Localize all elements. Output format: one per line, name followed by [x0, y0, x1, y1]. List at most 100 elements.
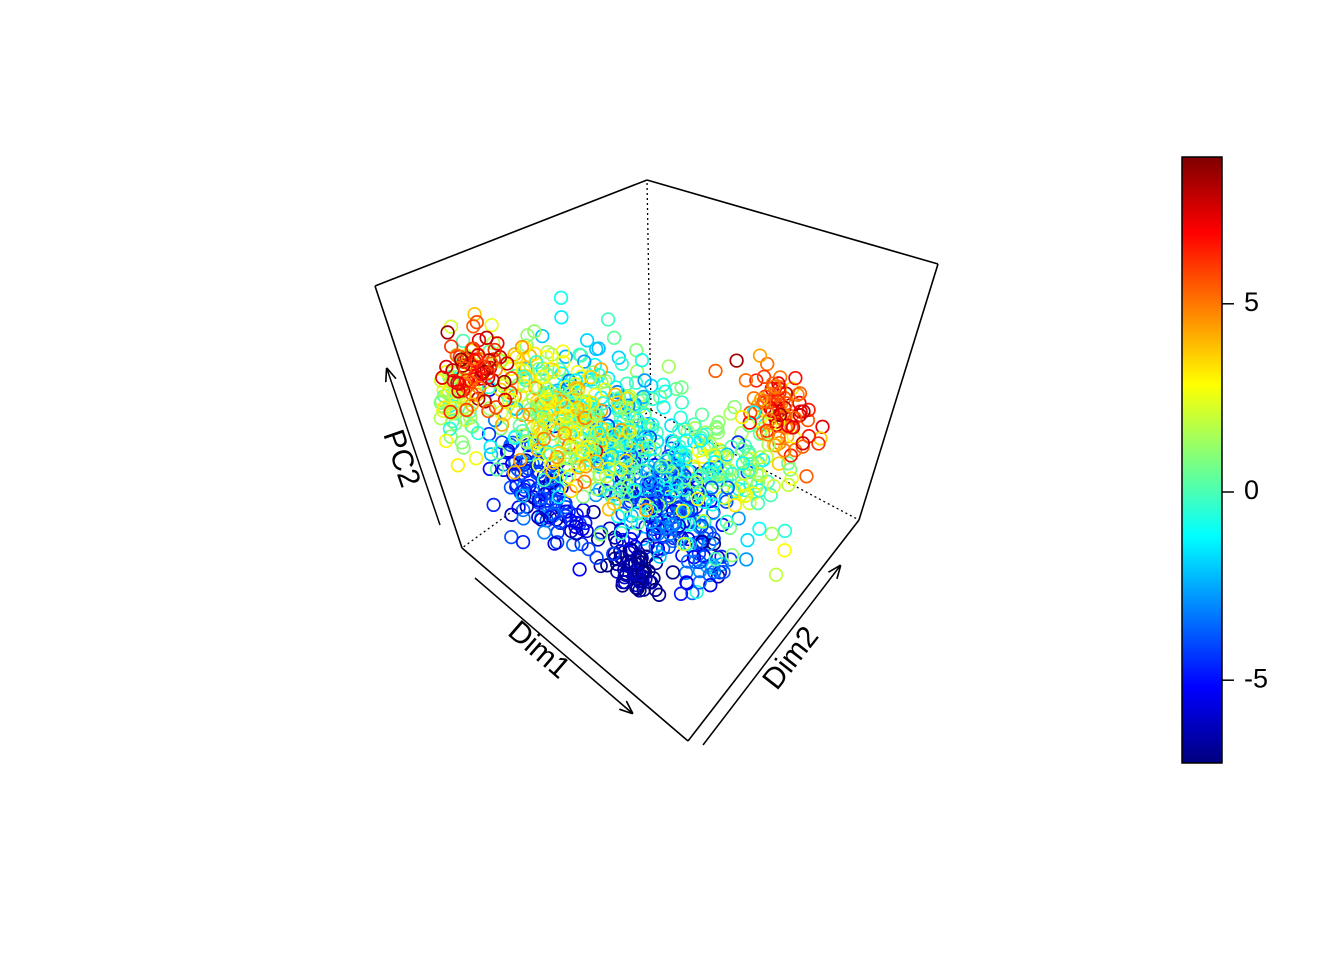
- data-point: [735, 456, 751, 471]
- data-point: [522, 474, 538, 489]
- data-point: [781, 477, 796, 493]
- data-point: [688, 475, 704, 490]
- data-point: [672, 423, 687, 438]
- data-point: [490, 336, 505, 351]
- data-point: [632, 583, 647, 598]
- color-bar-tick-label: -5: [1244, 663, 1268, 693]
- data-point: [593, 527, 608, 542]
- data-point: [674, 395, 690, 410]
- data-point: [815, 419, 830, 434]
- box-edge: [461, 547, 689, 742]
- data-point: [568, 381, 583, 396]
- data-point: [577, 474, 592, 489]
- color-bar-ticks: -5 0 5: [1222, 287, 1268, 693]
- data-point: [438, 433, 454, 449]
- box-edge: [858, 263, 939, 521]
- data-point: [593, 558, 608, 574]
- data-point: [618, 567, 633, 582]
- data-point: [637, 373, 652, 388]
- data-point: [459, 402, 474, 418]
- data-point: [705, 448, 721, 463]
- data-point: [635, 440, 650, 455]
- data-point: [742, 496, 757, 511]
- data-point: [652, 389, 668, 405]
- data-point: [762, 394, 777, 410]
- data-point: [673, 445, 688, 461]
- data-point: [811, 436, 826, 451]
- data-point: [768, 438, 783, 453]
- data-point: [781, 456, 796, 471]
- data-point: [716, 564, 731, 580]
- x-axis-arrow: [474, 577, 632, 713]
- data-point: [531, 458, 547, 473]
- data-point: [435, 370, 450, 385]
- data-point: [680, 464, 695, 479]
- data-point: [628, 410, 643, 425]
- data-point: [531, 510, 546, 525]
- data-point: [760, 356, 775, 372]
- data-point: [554, 310, 569, 325]
- data-point: [737, 488, 753, 504]
- data-point: [763, 488, 778, 503]
- data-point: [433, 411, 448, 426]
- data-point: [651, 587, 667, 602]
- data-point: [651, 519, 666, 535]
- data-point: [615, 532, 630, 548]
- data-point: [578, 459, 593, 474]
- data-point: [761, 437, 776, 452]
- data-point: [489, 462, 505, 477]
- data-point: [455, 333, 471, 349]
- data-point: [643, 514, 659, 530]
- data-point: [469, 315, 484, 330]
- data-point: [766, 478, 781, 494]
- data-point: [749, 373, 764, 388]
- data-point: [516, 378, 532, 394]
- data-point: [681, 517, 697, 532]
- data-point: [694, 407, 710, 422]
- data-point: [539, 367, 554, 382]
- data-point: [641, 505, 656, 520]
- data-point: [753, 450, 768, 465]
- data-point: [613, 522, 629, 537]
- y-axis-label: Dim2: [756, 620, 825, 695]
- data-point: [606, 330, 622, 345]
- data-point: [567, 391, 582, 406]
- box-edge-hidden: [646, 179, 652, 411]
- data-point: [729, 353, 744, 368]
- data-point: [558, 500, 574, 515]
- z-axis-arrow: [387, 369, 441, 526]
- data-point: [527, 346, 542, 361]
- data-point: [727, 498, 743, 513]
- data-point: [476, 359, 491, 374]
- data-point: [470, 425, 486, 441]
- data-point: [604, 489, 619, 504]
- data-point: [655, 541, 671, 556]
- data-point: [563, 483, 578, 499]
- data-point: [628, 375, 644, 390]
- data-point: [544, 471, 559, 486]
- color-bar: -5 0 5: [1181, 156, 1268, 764]
- data-point: [752, 521, 767, 536]
- data-point: [705, 497, 720, 512]
- data-point: [450, 458, 466, 473]
- data-point: [601, 461, 616, 476]
- data-point: [515, 488, 530, 503]
- data-point: [645, 391, 660, 407]
- data-point: [604, 448, 619, 463]
- data-point: [580, 407, 596, 422]
- data-point: [539, 391, 554, 406]
- data-point: [594, 375, 609, 390]
- data-point: [515, 428, 531, 443]
- data-point: [788, 370, 803, 386]
- data-point: [665, 565, 681, 580]
- data-point: [554, 366, 570, 381]
- data-point: [535, 328, 550, 344]
- data-point: [614, 356, 629, 371]
- data-point: [507, 465, 522, 480]
- data-points: [433, 290, 830, 602]
- data-point: [467, 307, 482, 322]
- data-point: [760, 427, 776, 442]
- data-point: [638, 502, 654, 518]
- data-point: [659, 481, 674, 496]
